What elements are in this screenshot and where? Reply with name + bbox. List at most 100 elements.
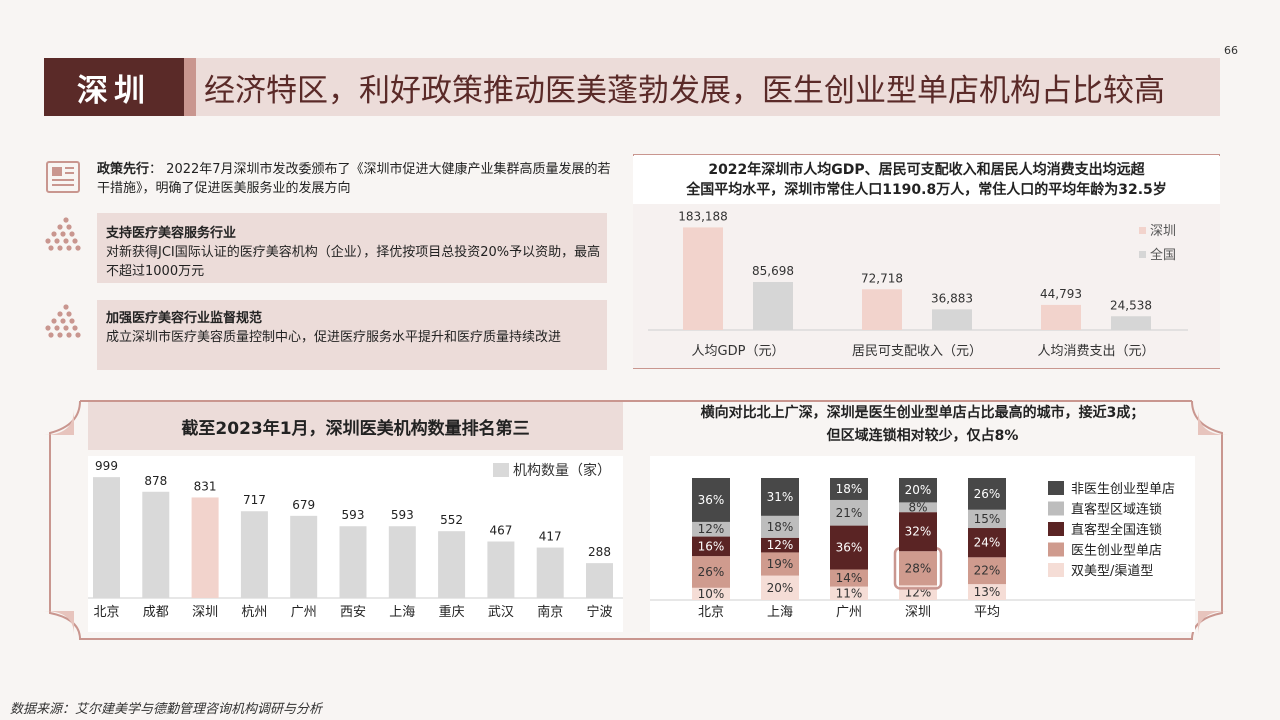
bottom-frame xyxy=(44,400,1228,640)
institution-category-label: 成都 xyxy=(143,605,169,620)
structure-segment-label: 36% xyxy=(698,493,725,507)
gdp-chart: 183,188 85,698 人均GDP（元） 72,718 36,883 居民可支配收入… xyxy=(648,209,1188,359)
structure-category-label: 上海 xyxy=(767,605,793,620)
structure-segment xyxy=(968,509,1006,529)
institution-category-label: 北京 xyxy=(93,605,119,620)
institution-bar xyxy=(93,477,120,598)
structure-segment-label: 11% xyxy=(836,586,863,600)
institution-bar xyxy=(290,515,318,598)
structure-segment xyxy=(830,525,868,570)
header-bar xyxy=(44,58,1220,116)
gdp-legend-swatch xyxy=(1139,251,1146,258)
structure-legend-swatch xyxy=(1048,563,1064,577)
institution-data-label: 831 xyxy=(194,479,217,493)
structure-segment xyxy=(692,478,730,522)
institution-chart-title: 截至2023年1月，深圳医美机构数量排名第三 xyxy=(181,418,530,439)
structure-chart: 10% 26% 16% 12% 36% 北京 20% 19% 12% 18% 31% 上海 11%14%… xyxy=(650,478,1195,620)
structure-category-label: 广州 xyxy=(836,605,862,620)
institution-data-label: 593 xyxy=(391,508,414,522)
structure-segment-label: 13% xyxy=(974,585,1001,599)
gdp-data-label: 36,883 xyxy=(931,291,973,305)
gdp-chart-band xyxy=(633,204,1220,368)
source-note: 数据来源：艾尔建美学与德勤管理咨询机构调研与分析 xyxy=(10,702,323,717)
institution-data-label: 552 xyxy=(440,513,463,527)
structure-category-label: 北京 xyxy=(698,605,724,620)
structure-segment-label: 14% xyxy=(836,571,863,585)
structure-segment-label: 18% xyxy=(836,482,863,496)
structure-segment-label: 15% xyxy=(974,512,1001,526)
gdp-title-line-1: 2022年深圳市人均GDP、居民可支配收入和居民人均消费支出均远超 xyxy=(708,162,1145,178)
policy-title: 支持医疗美容服务行业 xyxy=(106,226,237,241)
policy-item-1: 政策先行： 2022年7月深圳市发改委颁布了《深圳市促进大健康产业集群高质量发展… xyxy=(97,160,617,198)
policy-text: 对新获得JCI国际认证的医疗美容机构（企业），择优按项目总投资20%予以资助，最… xyxy=(106,245,601,279)
gdp-data-label: 44,793 xyxy=(1040,287,1082,301)
structure-segment xyxy=(761,552,799,576)
policy-box-2 xyxy=(97,300,607,370)
structure-title-line-2: 但区域连锁相对较少，仅占8% xyxy=(826,428,1019,444)
institution-category-label: 西安 xyxy=(340,605,366,620)
structure-category-label: 平均 xyxy=(974,605,1000,620)
institution-data-label: 417 xyxy=(539,530,562,544)
gdp-data-label: 85,698 xyxy=(752,264,794,278)
structure-segment-label: 8% xyxy=(908,500,927,514)
institution-data-label: 999 xyxy=(95,459,118,473)
structure-legend-label: 非医生创业型单店 xyxy=(1071,482,1175,497)
institution-legend-swatch xyxy=(493,463,509,477)
institution-category-label: 上海 xyxy=(389,605,415,620)
dots-triangle-icon xyxy=(44,216,82,256)
structure-legend-label: 双美型/渠道型 xyxy=(1071,564,1153,579)
city-label: 深圳 xyxy=(44,58,184,116)
institution-data-label: 467 xyxy=(489,523,512,537)
newspaper-icon xyxy=(44,158,82,196)
structure-segment xyxy=(692,556,730,588)
structure-segment xyxy=(692,521,730,537)
structure-segment-label: 12% xyxy=(698,522,725,536)
policy-box-1 xyxy=(97,213,607,283)
structure-segment xyxy=(968,557,1006,585)
gdp-title-line-2: 全国平均水平，深圳市常住人口1190.8万人，常住人口的平均年龄为32.5岁 xyxy=(686,182,1167,198)
policy-title: 加强医疗美容行业监督规范 xyxy=(106,311,263,326)
structure-chart-title: 横向对比北上广深，深圳是医生创业型单店占比最高的城市，接近3成； 但区域连锁相对… xyxy=(650,402,1195,450)
institution-data-label: 288 xyxy=(588,545,611,559)
institution-category-label: 广州 xyxy=(291,605,317,620)
policy-item-3: 加强医疗美容行业监督规范 成立深圳市医疗美容质量控制中心，促进医疗服务水平提升和… xyxy=(106,309,601,347)
structure-segment-label: 21% xyxy=(836,506,863,520)
structure-segment-label: 19% xyxy=(767,557,794,571)
structure-segment xyxy=(692,536,730,557)
structure-segment-label: 32% xyxy=(905,525,932,539)
institution-category-label: 重庆 xyxy=(439,604,465,620)
structure-segment xyxy=(830,499,868,526)
institution-category-label: 南京 xyxy=(537,604,563,620)
structure-segment-label: 10% xyxy=(698,587,725,601)
structure-segment xyxy=(899,512,937,552)
institution-bar xyxy=(339,526,367,598)
structure-segment xyxy=(899,502,937,513)
institution-bar xyxy=(536,547,564,598)
institution-bar xyxy=(191,497,219,598)
structure-legend-swatch xyxy=(1048,481,1064,495)
structure-segment-label: 22% xyxy=(974,564,1001,578)
gdp-chart-title: 2022年深圳市人均GDP、居民可支配收入和居民人均消费支出均远超 全国平均水平… xyxy=(633,156,1220,204)
structure-segment xyxy=(692,587,730,600)
structure-segment-label: 20% xyxy=(767,581,794,595)
structure-segment xyxy=(830,569,868,587)
dots-triangle-icon xyxy=(44,303,82,343)
structure-legend-label: 直客型全国连锁 xyxy=(1071,522,1162,538)
policy-text: 成立深圳市医疗美容质量控制中心，促进医疗服务水平提升和医疗质量持续改进 xyxy=(106,330,562,345)
gdp-legend-label: 全国 xyxy=(1150,247,1176,263)
structure-segment-label: 26% xyxy=(974,487,1001,501)
policy-text: 2022年7月深圳市发改委颁布了《深圳市促进大健康产业集群高质量发展的若干措施》… xyxy=(97,162,611,196)
gdp-bar xyxy=(862,289,902,330)
structure-legend-swatch xyxy=(1048,501,1064,516)
institution-legend-label: 机构数量（家） xyxy=(513,462,611,479)
structure-title-line-1: 横向对比北上广深，深圳是医生创业型单店占比最高的城市，接近3成； xyxy=(700,405,1145,421)
structure-segment xyxy=(968,528,1006,558)
institution-data-label: 717 xyxy=(243,493,266,507)
institution-data-label: 593 xyxy=(342,508,365,522)
structure-legend-swatch xyxy=(1048,542,1064,557)
structure-legend-swatch xyxy=(1048,522,1064,536)
institution-chart: 999 北京 878 成都 831 深圳 717 杭州 679 广州 593 西安 593 上海 552 重庆… xyxy=(88,459,623,620)
gdp-category-label: 人均GDP（元） xyxy=(692,344,785,359)
structure-segment xyxy=(761,575,799,600)
header-stripe xyxy=(184,58,196,116)
